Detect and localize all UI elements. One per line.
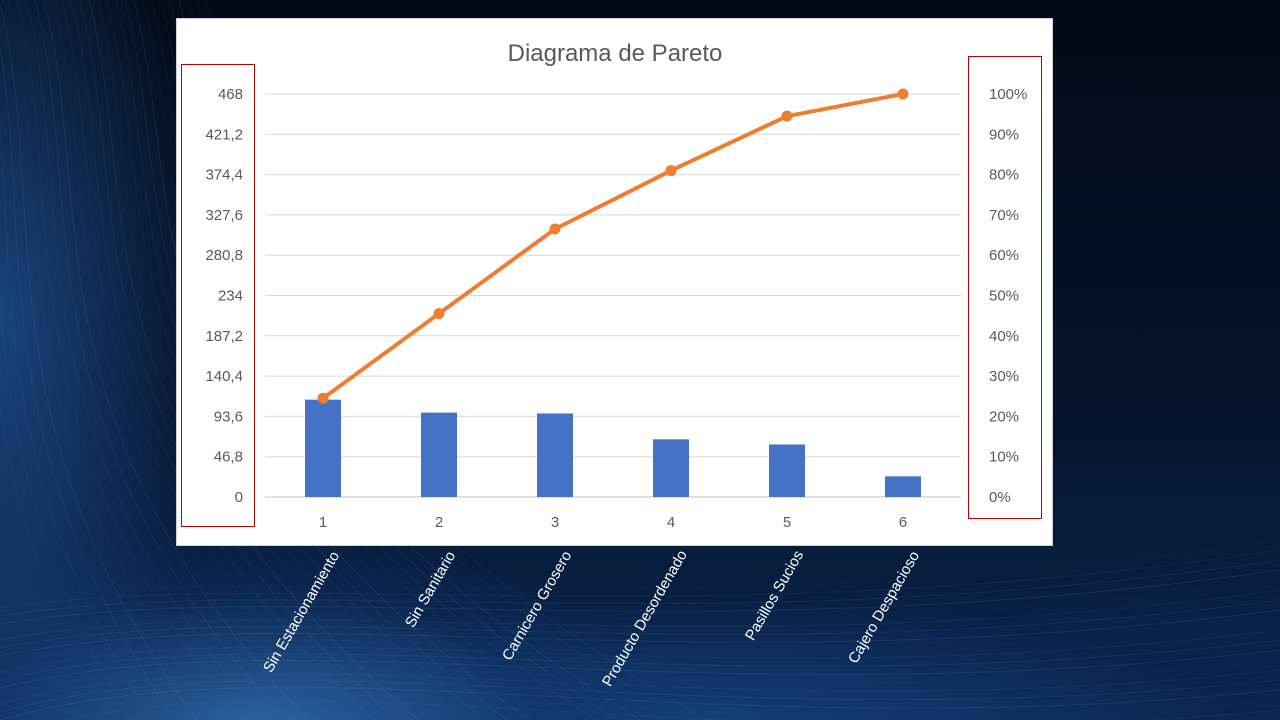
chart-panel: 0 0% 46,8 10% 93,6 20% 140,4 30% 187,2 40% 234 50% 2… (176, 18, 1053, 546)
background-curve (0, 45, 176, 720)
x-tick-label: 5 (783, 514, 791, 531)
y-left-tick-label: 93,6 (214, 408, 243, 425)
background-curve (0, 619, 1280, 665)
background-curve (0, 599, 1280, 649)
bar (653, 439, 689, 497)
y-left-tick-label: 187,2 (205, 328, 243, 345)
background-curve (0, 569, 1280, 625)
line-point (549, 223, 561, 235)
y-right-tick-label: 30% (989, 368, 1019, 385)
right-axis-highlight-box (968, 56, 1042, 519)
background-curve (7, 0, 220, 720)
bar (537, 413, 573, 497)
background-curve (0, 116, 154, 720)
x-tick-label: 6 (899, 514, 907, 531)
line-point (317, 392, 329, 404)
x-tick-label: 4 (667, 514, 675, 531)
y-right-tick-label: 80% (989, 167, 1019, 184)
cumulative-line-series (317, 88, 909, 404)
background-curve (0, 649, 1280, 689)
background-curve (0, 589, 1280, 641)
background-curve (61, 0, 353, 720)
background-curve (27, 693, 1280, 720)
background-curve (70, 0, 376, 720)
chart-title: Diagrama de Pareto (508, 40, 723, 67)
bar (769, 444, 805, 497)
cumulative-line (321, 92, 904, 400)
y-left-tick-label: 234 (218, 288, 243, 305)
x-tick-label: 3 (551, 514, 559, 531)
x-tick-label: 1 (319, 514, 327, 531)
background-curve (0, 609, 1280, 657)
background-curve (0, 549, 1280, 609)
y-right-tick-label: 90% (989, 126, 1019, 143)
background-curve (0, 539, 1280, 601)
line-point (897, 88, 909, 100)
y-left-tick-label: 140,4 (205, 368, 243, 385)
x-tick-label: 2 (435, 514, 443, 531)
bar-series (305, 399, 921, 497)
y-left-tick-label: 46,8 (214, 449, 243, 466)
background-curve (0, 559, 1280, 617)
background-curve (88, 0, 420, 720)
background-curve (0, 686, 1280, 720)
y-right-tick-label: 20% (989, 408, 1019, 425)
left-axis-highlight-box (181, 64, 255, 527)
bar (885, 476, 921, 497)
background-curve (43, 0, 309, 720)
background-curve (61, 700, 1280, 720)
background-curve (0, 679, 1280, 713)
background-curve (25, 0, 265, 720)
background-curve (34, 0, 287, 720)
y-left-tick-label: 280,8 (205, 247, 243, 264)
line-point (433, 308, 445, 320)
pareto-chart: 0 0%46,8 10%93,6 20%140,4 30%187,2 40%234 50%2… (205, 40, 1027, 531)
line-point (665, 165, 677, 177)
bar (421, 412, 457, 497)
background-curve (0, 659, 1280, 697)
y-left-tick-label: 327,6 (205, 207, 243, 224)
background-curve (97, 0, 442, 720)
y-right-tick-label: 10% (989, 449, 1019, 466)
background-curve (115, 0, 486, 720)
y-right-tick-label: 0% (989, 489, 1011, 506)
background-curve (106, 0, 464, 720)
background-curve (0, 3, 198, 720)
y-left-tick-label: 374,4 (205, 167, 243, 184)
background-curve (0, 579, 1280, 633)
background-curve (52, 0, 331, 720)
background-curve (79, 0, 398, 720)
y-left-tick-label: 421,2 (205, 126, 243, 143)
background-curve (0, 639, 1280, 681)
y-left-tick-label: 468 (218, 86, 243, 103)
background-curve (0, 669, 1280, 705)
line-point (781, 110, 793, 122)
y-right-tick-label: 70% (989, 207, 1019, 224)
y-left-tick-label: 0 (235, 489, 243, 506)
background-curve (0, 402, 110, 720)
background-curve (16, 0, 243, 720)
bar (305, 399, 341, 497)
gridlines (265, 93, 961, 498)
y-right-tick-label: 60% (989, 247, 1019, 264)
y-right-tick-label: 100% (989, 86, 1027, 103)
y-right-tick-label: 50% (989, 288, 1019, 305)
axes: 0 0%46,8 10%93,6 20%140,4 30%187,2 40%234 50%2… (205, 86, 1027, 531)
background-curve (0, 290, 132, 720)
background-curve (0, 629, 1280, 673)
y-right-tick-label: 40% (989, 328, 1019, 345)
